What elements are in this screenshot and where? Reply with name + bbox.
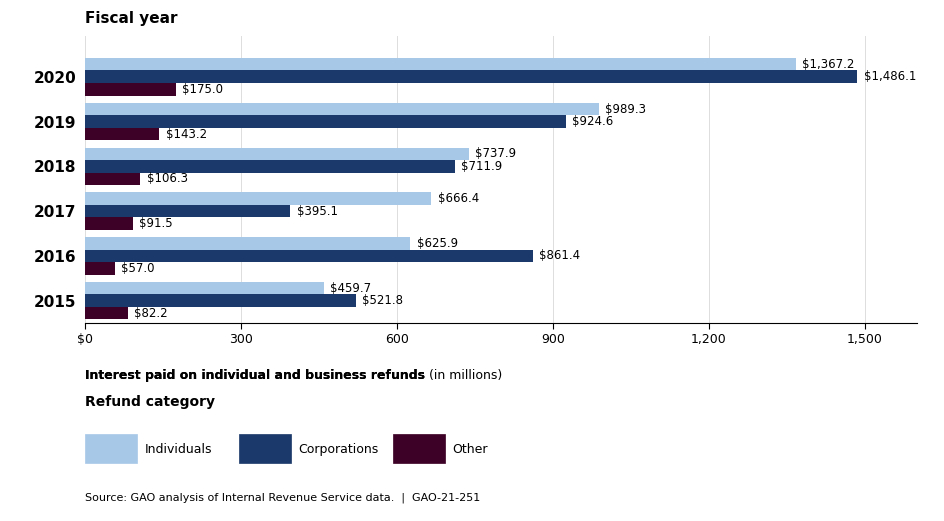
Bar	[85, 192, 431, 205]
Bar	[85, 250, 532, 262]
Bar	[85, 147, 468, 160]
Text: $711.9: $711.9	[461, 160, 502, 173]
Text: $1,367.2: $1,367.2	[801, 58, 853, 71]
Text: $82.2: $82.2	[134, 307, 167, 320]
Text: $395.1: $395.1	[296, 205, 337, 218]
Text: Source: GAO analysis of Internal Revenue Service data.  |  GAO-21-251: Source: GAO analysis of Internal Revenue…	[85, 492, 480, 503]
Bar	[85, 205, 290, 217]
Text: $666.4: $666.4	[437, 192, 479, 205]
Text: Fiscal year: Fiscal year	[85, 10, 177, 26]
Text: $57.0: $57.0	[121, 262, 154, 275]
Text: $1,486.1: $1,486.1	[863, 70, 915, 83]
Text: $625.9: $625.9	[416, 237, 457, 250]
Text: Interest paid on individual and business refunds (in millions): Interest paid on individual and business…	[85, 369, 463, 382]
Text: $143.2: $143.2	[165, 128, 207, 141]
Text: $175.0: $175.0	[182, 83, 223, 96]
Text: Interest paid on individual and business refunds: Interest paid on individual and business…	[85, 369, 425, 382]
Bar	[85, 58, 795, 70]
Text: Corporations: Corporations	[298, 443, 379, 455]
Text: $106.3: $106.3	[146, 172, 187, 185]
Text: $91.5: $91.5	[139, 217, 173, 230]
Bar	[85, 262, 114, 275]
Bar	[85, 115, 565, 128]
Bar	[85, 70, 856, 83]
Bar	[85, 307, 127, 319]
Text: Refund category: Refund category	[85, 395, 215, 410]
Bar	[85, 103, 598, 115]
Text: Individuals: Individuals	[144, 443, 211, 455]
Text: (in millions): (in millions)	[425, 369, 502, 382]
Bar	[85, 83, 176, 95]
Bar	[85, 128, 160, 140]
Text: $861.4: $861.4	[538, 250, 580, 263]
Bar	[85, 237, 410, 250]
Text: $459.7: $459.7	[329, 281, 371, 294]
Text: $924.6: $924.6	[571, 115, 613, 128]
Bar	[85, 160, 455, 172]
Text: $737.9: $737.9	[474, 147, 515, 160]
Text: Interest paid on individual and business refunds: Interest paid on individual and business…	[85, 369, 425, 382]
Bar	[85, 294, 356, 307]
Text: Other: Other	[452, 443, 488, 455]
Text: $521.8: $521.8	[362, 294, 403, 307]
Bar	[85, 217, 132, 230]
Bar	[85, 282, 324, 294]
Text: $989.3: $989.3	[605, 103, 646, 116]
Bar	[85, 172, 140, 185]
